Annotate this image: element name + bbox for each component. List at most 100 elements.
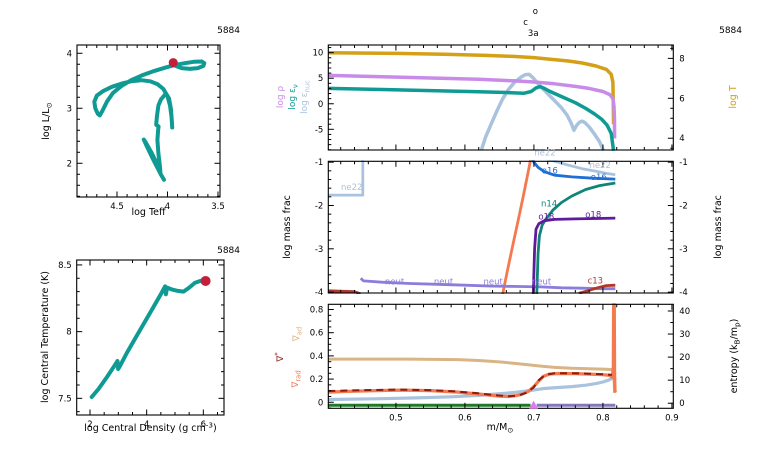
y-tick-label: 4 bbox=[67, 49, 72, 59]
curve-label-o16: o16 bbox=[591, 173, 607, 183]
series-entropy bbox=[328, 375, 616, 402]
trho-ylabel: log Central Temperature (K) bbox=[40, 271, 51, 403]
x-tick-label: 0.7 bbox=[527, 413, 541, 423]
y-tick-label: -2 bbox=[315, 201, 323, 211]
panel-trho: 2 4 6 7.5 8 8.5 log Central Density (g cm-3) lo… bbox=[40, 246, 240, 434]
y-tick-label: 7.5 bbox=[58, 394, 72, 404]
mixing-boundary-marker bbox=[529, 400, 539, 409]
model-number-title: 5884 bbox=[217, 246, 240, 256]
trho-ticks bbox=[76, 260, 224, 415]
panel-p2: -4 -4 -3 -3 -2 -2 -1 -1 ne22 ne22 ne22 o16 o16 n14 o18… bbox=[282, 149, 724, 298]
y2-tick-label: 0 bbox=[679, 399, 684, 409]
x-tick-label: 4 bbox=[165, 202, 170, 212]
p2-y2label: log mass frac bbox=[713, 195, 724, 259]
curve-label-3a: 3a bbox=[528, 29, 539, 39]
series-tc-rhoc-track bbox=[89, 278, 208, 399]
p1-ticks bbox=[328, 45, 674, 151]
x-tick-label: 0.8 bbox=[596, 413, 610, 423]
model-number-title: 5884 bbox=[719, 26, 742, 36]
series-log-eps-nuc bbox=[479, 72, 606, 151]
x-tick-label: 0.5 bbox=[389, 413, 403, 423]
y-tick-label: 2 bbox=[67, 159, 72, 169]
p2-frame bbox=[327, 160, 674, 294]
y-tick-label: 3 bbox=[67, 104, 72, 114]
model-number-title: 5884 bbox=[217, 26, 240, 36]
y-tick-label: -4 bbox=[315, 288, 323, 298]
series-n14 bbox=[535, 181, 616, 294]
y-tick-label: 10 bbox=[312, 49, 323, 59]
y-tick-label: 0.2 bbox=[310, 375, 324, 385]
y-tick-label: -3 bbox=[315, 245, 323, 255]
y-tick-label: 0.8 bbox=[310, 306, 324, 316]
x-tick-label: 3.5 bbox=[211, 202, 225, 212]
series-log-eps-nu bbox=[328, 84, 616, 151]
y-tick-label: 8 bbox=[66, 328, 71, 338]
curve-label-ne22: ne22 bbox=[589, 161, 610, 171]
y-tick-label: 5 bbox=[318, 74, 323, 84]
curve-label-neut: neut bbox=[434, 277, 454, 287]
curve-label-o18: o18 bbox=[585, 211, 601, 221]
trho-xlabel: log Central Density (g cm-3) bbox=[84, 421, 216, 434]
curve-label-o: o bbox=[533, 7, 538, 17]
y2-tick-label: 10 bbox=[679, 376, 690, 386]
p3-y2label: entropy (kB/mp) bbox=[729, 319, 742, 394]
y2-tick-label: 30 bbox=[679, 330, 690, 340]
series-grad-star bbox=[328, 372, 612, 398]
p1-frame bbox=[327, 44, 674, 151]
series-ne22 bbox=[328, 160, 616, 197]
curve-label-o16: o16 bbox=[542, 166, 558, 176]
curve-label-o18: o18 bbox=[538, 212, 554, 222]
hr-frame bbox=[76, 44, 221, 198]
curve-label-c13: c13 bbox=[588, 276, 604, 286]
x-tick-label: 4 bbox=[144, 420, 149, 430]
x-tick-label: 6 bbox=[201, 420, 206, 430]
y2-tick-label: 20 bbox=[679, 353, 690, 363]
series-log-T bbox=[328, 51, 616, 125]
y2-tick-label: 40 bbox=[679, 307, 690, 317]
hr-ticks bbox=[77, 45, 220, 197]
y-tick-label: 8.5 bbox=[58, 261, 72, 271]
p3-left-label-2: ∇rad bbox=[291, 370, 303, 388]
hr-ylabel: log L/L⊙ bbox=[41, 102, 54, 139]
series-o16 bbox=[531, 160, 616, 181]
y-tick-label: -5 bbox=[315, 125, 323, 135]
curve-label-neut: neut bbox=[532, 277, 552, 287]
x-tick-label: 4.5 bbox=[110, 202, 124, 212]
p3-left-label-1: ∇* bbox=[274, 352, 286, 363]
y-tick-label: 0.6 bbox=[310, 329, 324, 339]
curve-label-c: c bbox=[523, 18, 528, 28]
current-model-marker bbox=[168, 58, 178, 68]
y2-tick-label: -1 bbox=[679, 158, 687, 168]
p2-ylabel: log mass frac bbox=[282, 195, 293, 259]
x-tick-label: 0.9 bbox=[665, 413, 679, 423]
curve-label-ne22: ne22 bbox=[534, 149, 555, 159]
curve-label-n14: n14 bbox=[541, 199, 557, 209]
y2-tick-label: -4 bbox=[679, 288, 687, 298]
series-o18 bbox=[531, 216, 616, 294]
p1-y2label: log T bbox=[728, 85, 739, 109]
p3-xlabel: m/M⊙ bbox=[487, 422, 514, 435]
p3-left-label-0: ∇ad bbox=[292, 327, 304, 343]
curve-label-neut: neut bbox=[385, 277, 405, 287]
y2-tick-label: 6 bbox=[679, 94, 684, 104]
y-tick-label: 0.4 bbox=[310, 352, 324, 362]
series-hr-track bbox=[92, 59, 207, 182]
panel-p3: 0.5 0.6 0.7 0.8 0.900.20.40.60.8010203040m/M… bbox=[274, 303, 742, 435]
x-tick-label: 2 bbox=[87, 420, 92, 430]
series-c13 bbox=[578, 283, 616, 294]
y-tick-label: -1 bbox=[315, 158, 323, 168]
curve-label-ne22: ne22 bbox=[341, 183, 362, 193]
p2-ticks bbox=[328, 161, 674, 293]
series-log-rho bbox=[328, 73, 617, 139]
y2-tick-label: 4 bbox=[679, 134, 684, 144]
y2-tick-label: -3 bbox=[679, 245, 687, 255]
y2-tick-label: -2 bbox=[679, 201, 687, 211]
current-model-marker bbox=[200, 275, 211, 286]
curve-label-neut: neut bbox=[484, 277, 504, 287]
p1-left-label-1: log εν bbox=[288, 84, 300, 109]
p1-left-label-0: log ρ bbox=[276, 86, 286, 109]
